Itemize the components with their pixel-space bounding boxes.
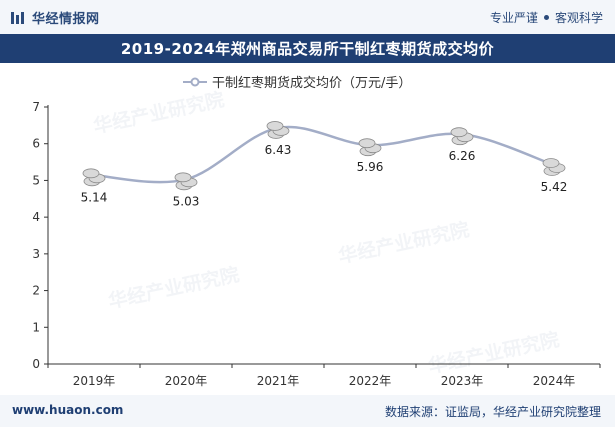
chart-title: 2019-2024年郑州商品交易所干制红枣期货成交均价 [0, 34, 615, 63]
data-point-marker [266, 121, 290, 139]
y-tick-label: 7 [32, 100, 40, 114]
y-tick-label: 1 [32, 320, 40, 334]
slogan-right: 客观科学 [554, 11, 603, 25]
watermark-text: 华经产业研究院 [91, 88, 226, 138]
slogan: 专业严谨 客观科学 [490, 9, 603, 26]
y-tick-label: 3 [32, 247, 40, 261]
axes: 0 1 2 3 4 5 6 7 2019年 2020年 2021年 2022年 2023年 2024年 [32, 100, 601, 388]
brand: 华经情报网 [10, 8, 100, 27]
coin-icon [82, 168, 100, 179]
data-label: 5.03 [173, 194, 200, 208]
data-point-marker [542, 158, 566, 176]
coin-icon [542, 158, 560, 168]
watermark-text: 华经产业研究院 [336, 218, 471, 268]
watermark-text: 华经产业研究院 [106, 263, 241, 313]
brand-logo-icon [11, 11, 24, 24]
series [82, 121, 566, 191]
coin-icon [450, 127, 468, 138]
y-tick-label: 5 [32, 173, 40, 187]
series-line [93, 125, 555, 184]
top-bar: 华经情报网 专业严谨 客观科学 [0, 0, 615, 34]
coin-icon [266, 121, 284, 131]
brand-name: 华经情报网 [32, 12, 100, 27]
footer: www.huaon.com 数据来源：证监局，华经产业研究院整理 [0, 395, 615, 427]
y-tick-label: 6 [32, 137, 40, 151]
data-point-marker [82, 168, 106, 187]
coin-icon [174, 172, 192, 183]
chart-area: 华经产业研究院 华经产业研究院 华经产业研究院 华经产业研究院 干制红枣期货成交均价（… [0, 63, 615, 395]
footer-site-link[interactable]: www.huaon.com [12, 403, 124, 417]
x-tick-label: 2019年 [73, 374, 116, 388]
legend: 干制红枣期货成交均价（万元/手） [183, 75, 411, 91]
coin-icon [358, 138, 376, 149]
footer-source: 数据来源：证监局，华经产业研究院整理 [384, 405, 601, 419]
x-tick-label: 2021年 [257, 374, 300, 388]
data-label: 6.43 [265, 143, 292, 157]
y-tick-label: 4 [32, 210, 40, 224]
data-point-marker [358, 138, 382, 157]
slogan-dot-icon [543, 15, 549, 20]
data-label: 5.14 [81, 190, 108, 204]
y-tick-label: 0 [32, 357, 40, 371]
data-labels: 5.14 5.03 6.43 5.96 6.26 5.42 [81, 143, 568, 208]
data-point-marker [450, 127, 474, 146]
x-tick-label: 2022年 [349, 374, 392, 388]
data-label: 5.42 [541, 180, 568, 194]
legend-marker-icon [190, 77, 200, 87]
x-tick-label: 2020年 [165, 374, 208, 388]
data-label: 5.96 [357, 160, 384, 174]
data-point-marker [174, 172, 198, 191]
y-tick-label: 2 [32, 284, 40, 298]
data-label: 6.26 [449, 149, 476, 163]
x-tick-label: 2024年 [533, 374, 576, 388]
watermark-text: 华经产业研究院 [426, 328, 561, 378]
legend-label: 干制红枣期货成交均价（万元/手） [212, 75, 411, 91]
x-tick-label: 2023年 [441, 374, 484, 388]
slogan-left: 专业严谨 [489, 11, 538, 25]
